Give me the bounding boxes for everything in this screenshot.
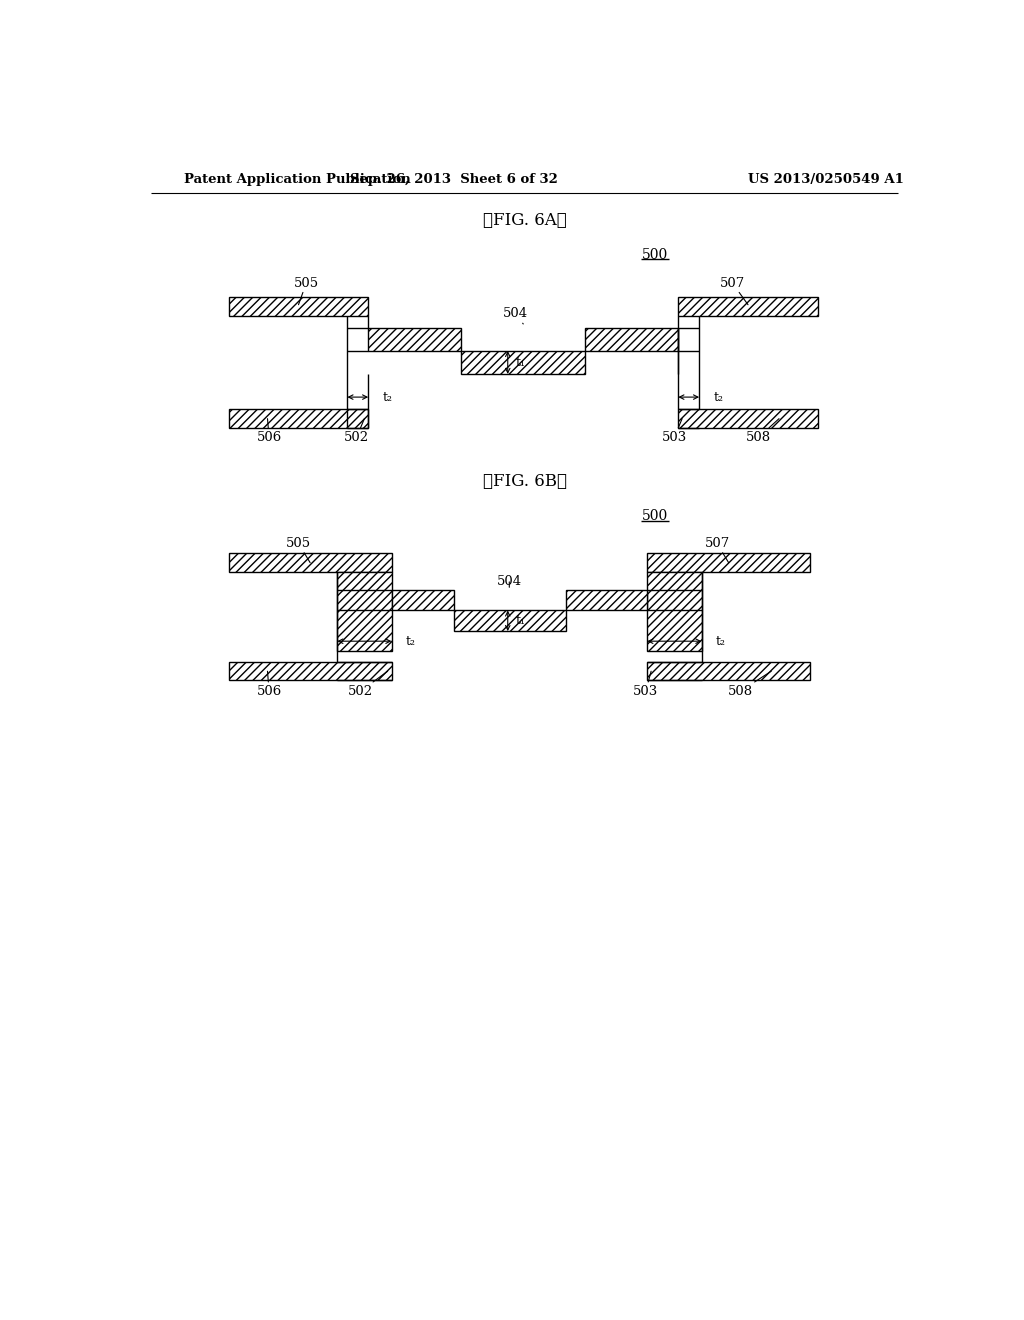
Text: Patent Application Publication: Patent Application Publication <box>183 173 411 186</box>
Text: Sep. 26, 2013  Sheet 6 of 32: Sep. 26, 2013 Sheet 6 of 32 <box>349 173 557 186</box>
Text: US 2013/0250549 A1: US 2013/0250549 A1 <box>748 173 903 186</box>
Text: 504: 504 <box>497 576 522 589</box>
Bar <box>228 663 391 681</box>
Text: 502: 502 <box>344 418 370 444</box>
Text: 506: 506 <box>256 418 282 444</box>
Text: 500: 500 <box>642 248 668 261</box>
Text: 500: 500 <box>642 510 668 524</box>
Bar <box>647 553 810 572</box>
Text: 506: 506 <box>256 671 282 698</box>
Text: 【FIG. 6B】: 【FIG. 6B】 <box>482 474 567 490</box>
Bar <box>228 409 369 428</box>
Text: 508: 508 <box>728 671 771 698</box>
Text: 508: 508 <box>746 418 779 444</box>
Bar <box>678 409 818 428</box>
Text: 504: 504 <box>503 308 528 323</box>
Text: t₂: t₂ <box>382 391 392 404</box>
Text: 505: 505 <box>286 537 311 562</box>
Bar <box>678 297 818 317</box>
Text: t₁: t₁ <box>515 614 525 627</box>
Text: 505: 505 <box>294 277 318 305</box>
Text: t₂: t₂ <box>406 635 416 648</box>
Bar <box>586 327 678 351</box>
Text: t₂: t₂ <box>713 391 723 404</box>
Text: 507: 507 <box>720 277 748 305</box>
Bar <box>369 327 461 351</box>
Text: 503: 503 <box>633 671 658 698</box>
Bar <box>228 553 391 572</box>
Bar <box>647 572 701 651</box>
Text: 507: 507 <box>705 537 730 562</box>
Bar <box>228 297 369 317</box>
Text: t₁: t₁ <box>515 356 525 370</box>
Text: t₂: t₂ <box>716 635 725 648</box>
Bar <box>461 351 586 374</box>
Text: 502: 502 <box>348 671 388 698</box>
Bar <box>454 610 566 631</box>
Text: 【FIG. 6A】: 【FIG. 6A】 <box>483 211 566 228</box>
Bar <box>647 663 810 681</box>
Bar <box>566 590 647 610</box>
Bar <box>337 572 391 651</box>
Text: 503: 503 <box>662 418 687 444</box>
Bar <box>391 590 454 610</box>
